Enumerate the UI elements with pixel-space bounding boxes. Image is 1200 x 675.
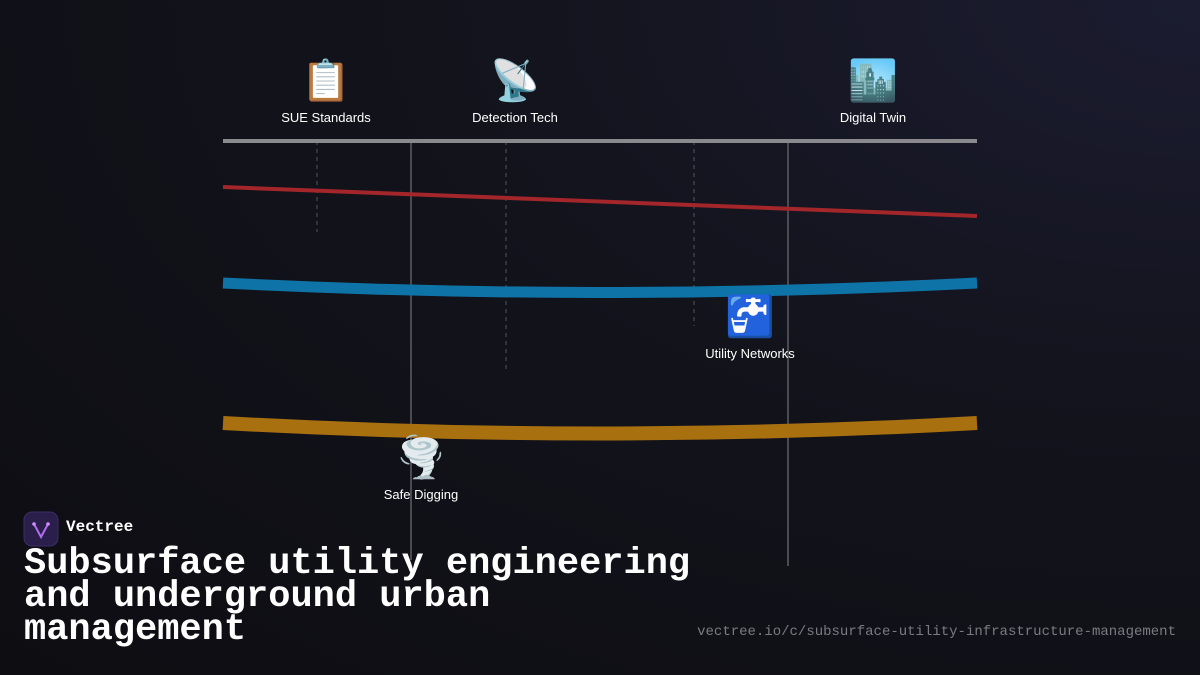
node-label: Digital Twin bbox=[840, 110, 906, 125]
logo-dot bbox=[46, 522, 50, 526]
node-label: Detection Tech bbox=[472, 110, 558, 125]
logo-mark bbox=[33, 523, 49, 540]
title: Subsurface utility engineering and under… bbox=[24, 543, 691, 651]
logo-badge bbox=[23, 511, 59, 547]
node-icon: 🚰 bbox=[725, 293, 775, 339]
node-icon: 🏙️ bbox=[848, 57, 898, 103]
blue-utility bbox=[222, 277, 978, 298]
logo-dot bbox=[32, 522, 36, 526]
url: vectree.io/c/subsurface-utility-infrastr… bbox=[697, 624, 1176, 640]
brand: Vectree bbox=[66, 518, 134, 536]
node-label: SUE Standards bbox=[281, 110, 371, 125]
node-icon: 🌪️ bbox=[396, 433, 446, 481]
nodes: 📋 SUE Standards 📡 Detection Tech 🏙️ Digital T… bbox=[281, 55, 906, 502]
node-label: Safe Digging bbox=[384, 487, 458, 502]
node-icon: 📡 bbox=[490, 55, 540, 103]
red-utility bbox=[222, 185, 978, 218]
node-icon: 📋 bbox=[301, 57, 351, 103]
layers bbox=[222, 139, 978, 566]
orange-utility bbox=[222, 416, 978, 441]
logo bbox=[23, 511, 59, 547]
node-label: Utility Networks bbox=[705, 346, 795, 361]
